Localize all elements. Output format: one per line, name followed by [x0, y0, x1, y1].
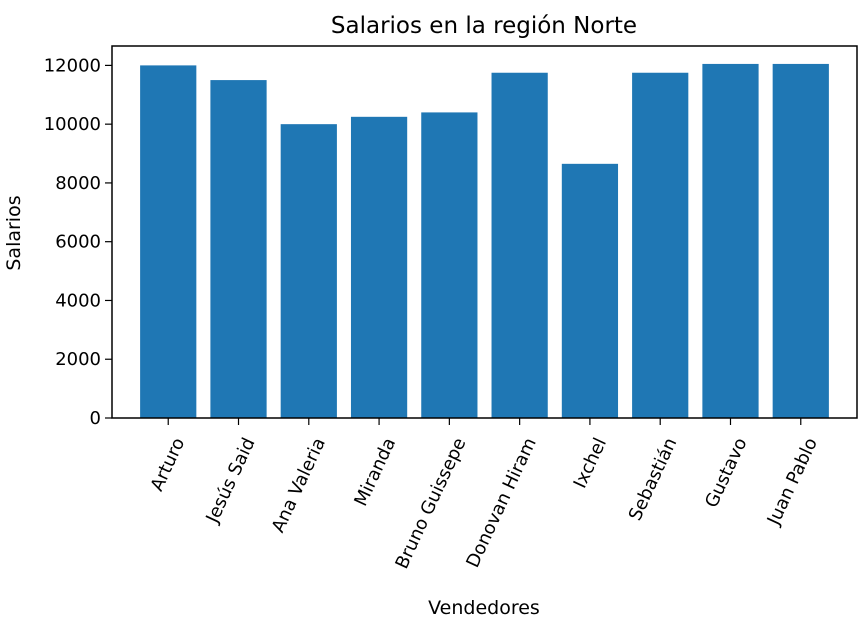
- bar-2: [280, 124, 337, 419]
- bars-group: [140, 63, 829, 419]
- y-tick-label-0: 0: [90, 408, 101, 429]
- y-tick-label-5: 10000: [44, 114, 101, 135]
- y-ticks-group: 0 2000 4000 6000 8000 10000 12000: [44, 55, 112, 429]
- plot-frame: [111, 45, 858, 419]
- bar-5: [491, 72, 548, 419]
- y-axis-label: Salarios: [3, 195, 25, 270]
- bar-4: [421, 112, 478, 418]
- bar-6: [561, 163, 619, 418]
- x-tick-label-0: Arturo: [147, 435, 190, 495]
- y-tick-label-2: 4000: [55, 290, 101, 311]
- x-tick-label-4: Bruno Guissepe: [391, 435, 470, 573]
- bar-3: [350, 116, 408, 419]
- x-axis-label: Vendedores: [428, 597, 540, 619]
- x-ticks-group: Arturo Jesús Said Ana Valeria MirandaBruno …: [147, 418, 822, 572]
- x-tick-label-7: Sebastián: [625, 435, 682, 524]
- x-tick-label-8: Gustavo: [701, 435, 752, 511]
- x-tick-label-2: Ana Valeria: [268, 435, 330, 536]
- x-tick-label-6: Ixchel: [570, 435, 611, 492]
- y-tick-label-4: 8000: [55, 173, 101, 194]
- bar-1: [210, 80, 267, 419]
- bar-9: [772, 63, 829, 419]
- bar-7: [632, 72, 689, 419]
- bar-8: [702, 63, 759, 419]
- y-tick-label-1: 2000: [55, 349, 101, 370]
- y-tick-label-6: 12000: [44, 55, 101, 76]
- x-tick-label-3: Miranda: [350, 435, 400, 510]
- y-tick-label-3: 6000: [55, 232, 101, 253]
- x-tick-label-5: Donovan Hiram: [462, 435, 540, 571]
- x-tick-label-9: Juan Pablo: [763, 435, 822, 529]
- x-tick-label-1: Jesús Said: [202, 435, 260, 527]
- bar-0: [140, 65, 197, 418]
- chart-title: Salarios en la región Norte: [331, 13, 637, 39]
